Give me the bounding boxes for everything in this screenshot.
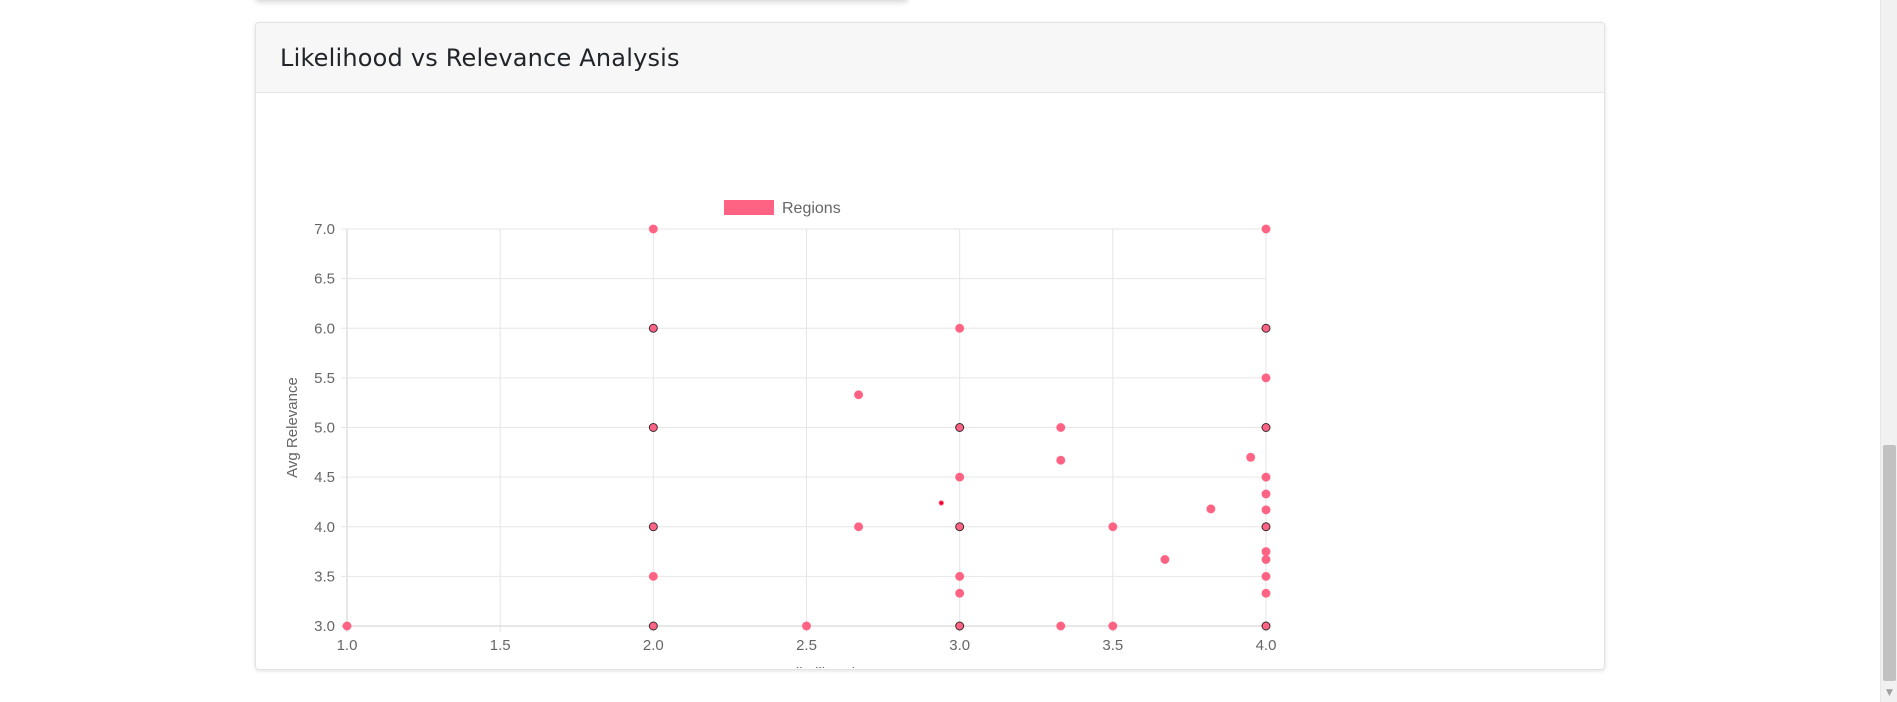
scatter-point [1246,452,1256,462]
scatter-point [955,571,965,581]
scatter-point [955,621,965,631]
scatter-point [648,323,658,333]
scatter-chart: 1.0 1.5 2.0 2.5 3.0 3.5 4.0 3.0 3.5 4.0 4.5 5.0 5.5 6… [284,200,1276,668]
scatter-point [648,423,658,432]
y-tick-label: 6.0 [314,320,335,337]
data-points [342,224,1271,631]
y-tick-label: 3.5 [314,568,335,585]
x-axis-title: Avg Likelihood [758,665,855,668]
x-tick-label: 3.0 [949,637,970,654]
scatter-point [854,390,864,400]
scatter-point [1261,489,1271,499]
scatter-point [648,224,658,234]
scatter-point [648,621,658,631]
scatter-point [1056,423,1066,432]
y-axis-title: Avg Relevance [284,377,301,478]
legend[interactable]: Regions [724,200,841,217]
legend-label-regions[interactable]: Regions [782,200,841,217]
x-tick-label: 2.5 [796,637,817,654]
chart-card: Likelihood vs Relevance Analysis 1.0 1.5 2… [255,22,1605,670]
scatter-point [1261,555,1271,565]
scroll-down-arrow-icon[interactable]: ▼ [1886,688,1893,698]
y-tick-label: 4.5 [314,469,335,486]
scatter-point [1261,373,1271,383]
scatter-point [955,423,965,432]
scatter-point [648,571,658,581]
y-tick-label: 7.0 [314,221,335,238]
grid-lines [341,228,1267,632]
scatter-point [648,522,658,532]
card-body: 1.0 1.5 2.0 2.5 3.0 3.5 4.0 3.0 3.5 4.0 4.5 5.0 5.5 6… [256,93,1604,668]
scatter-point [1261,588,1271,598]
x-tick-label: 2.0 [643,637,664,654]
scatter-point [1056,621,1066,631]
scatter-point [1261,224,1271,234]
vertical-scrollbar[interactable]: ▼ [1880,0,1897,702]
scatter-point [1056,455,1066,465]
scatter-point [1261,423,1271,432]
scatter-point [1261,472,1271,482]
y-tick-label: 5.5 [314,370,335,387]
scrollbar-thumb[interactable] [1883,445,1896,681]
scatter-point [342,621,352,631]
scatter-point [1261,547,1271,557]
scatter-point [1108,522,1118,532]
scatter-point [1261,505,1271,515]
y-tick-label: 3.0 [314,618,335,635]
x-tick-label: 1.5 [490,637,511,654]
card-header: Likelihood vs Relevance Analysis [256,23,1604,93]
x-tick-label: 3.5 [1102,637,1123,654]
scatter-point [955,522,965,532]
scatter-point [938,500,944,506]
scatter-point [955,588,965,598]
y-tick-label: 6.5 [314,271,335,288]
legend-swatch[interactable] [724,200,774,215]
scatter-point [854,522,864,532]
scatter-point [1261,621,1271,631]
scatter-point [955,472,965,482]
scatter-point [1160,555,1170,565]
y-tick-label: 5.0 [314,420,335,437]
x-tick-label: 4.0 [1256,637,1277,654]
axes: 1.0 1.5 2.0 2.5 3.0 3.5 4.0 3.0 3.5 4.0 4.5 5.0 5.5 6… [284,221,1276,668]
scatter-point [802,621,811,631]
card-title: Likelihood vs Relevance Analysis [280,43,680,72]
y-tick-label: 4.0 [314,519,335,536]
scatter-point [955,323,965,333]
x-tick-label: 1.0 [337,637,358,654]
scatter-point [1108,621,1118,631]
scatter-point [1261,571,1271,581]
scatter-point [1261,323,1271,333]
scatter-point [1206,504,1216,514]
scatter-point [1261,522,1271,532]
